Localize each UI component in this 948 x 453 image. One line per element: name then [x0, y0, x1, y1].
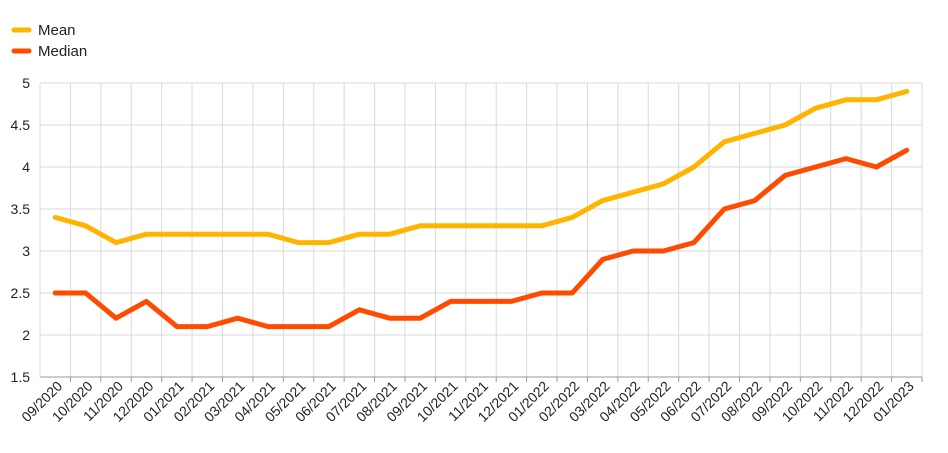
legend-label-median: Median [38, 43, 87, 60]
grid [39, 82, 923, 378]
y-tick-label: 2.5 [11, 285, 31, 301]
legend: Mean Median [11, 22, 87, 60]
y-tick-label: 4 [22, 159, 30, 175]
y-tick-label: 3 [22, 243, 30, 259]
series-line-median [52, 147, 910, 330]
series-line-mean [52, 88, 910, 246]
y-tick-label: 4.5 [11, 117, 31, 133]
y-tick-label: 5 [22, 75, 30, 91]
series [52, 88, 910, 330]
y-tick-label: 3.5 [11, 201, 31, 217]
y-tick-label: 2 [22, 327, 30, 343]
legend-label-mean: Mean [38, 22, 76, 39]
y-tick-label: 1.5 [11, 369, 31, 385]
